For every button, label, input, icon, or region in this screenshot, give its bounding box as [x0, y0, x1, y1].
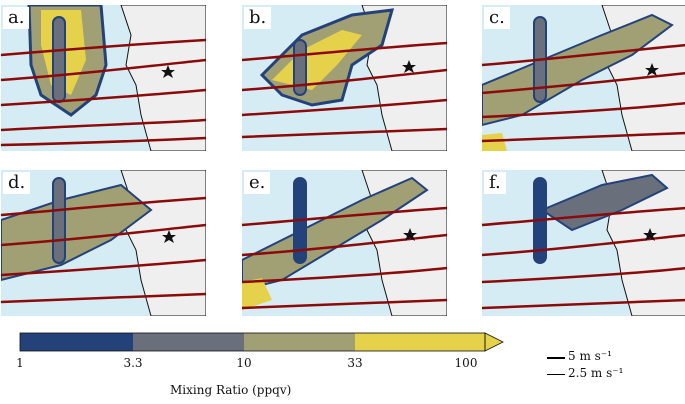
- legend-line-5ms: [547, 357, 565, 359]
- panel-label-b: b.: [244, 7, 272, 29]
- legend-line-2-5ms: [547, 374, 565, 375]
- legend-label-2-5ms: 2.5 m s⁻¹: [568, 366, 624, 380]
- panel-label-a: a.: [3, 7, 30, 29]
- panel-label-e: e.: [244, 172, 271, 194]
- panel-label-c: c.: [484, 7, 510, 29]
- colorbar-title: Mixing Ratio (ppqv): [170, 383, 292, 397]
- legend-label-5ms: 5 m s⁻¹: [568, 349, 612, 363]
- colorbar-segment-3: [244, 333, 355, 351]
- colorbar-tick-100: 100: [454, 356, 478, 370]
- colorbar-tick-10: 10: [236, 356, 252, 370]
- map-panel-e: e.: [242, 170, 447, 316]
- map-panel-a: a.: [1, 5, 206, 151]
- panel-label-d: d.: [3, 172, 31, 194]
- map-panel-b: b.: [242, 5, 447, 151]
- colorbar-segment-1: [20, 333, 133, 351]
- colorbar-tick-3-3: 3.3: [123, 356, 143, 370]
- map-panel-c: c.: [482, 5, 685, 151]
- plume-map-e: [242, 170, 447, 316]
- colorbar-segment-2: [133, 333, 244, 351]
- colorbar: [19, 332, 504, 352]
- colorbar-segment-4: [355, 333, 485, 351]
- colorbar-tick-33: 33: [347, 356, 363, 370]
- colorbar-extend-arrow: [484, 332, 504, 352]
- plume-map-d: [1, 170, 206, 316]
- plume-map-a: [1, 5, 206, 151]
- panel-label-f: f.: [484, 172, 506, 194]
- plume-map-c: [482, 5, 685, 151]
- colorbar-tick-1: 1: [16, 356, 24, 370]
- plume-map-f: [482, 170, 685, 316]
- map-panel-f: f.: [482, 170, 685, 316]
- map-panel-d: d.: [1, 170, 206, 316]
- plume-map-b: [242, 5, 447, 151]
